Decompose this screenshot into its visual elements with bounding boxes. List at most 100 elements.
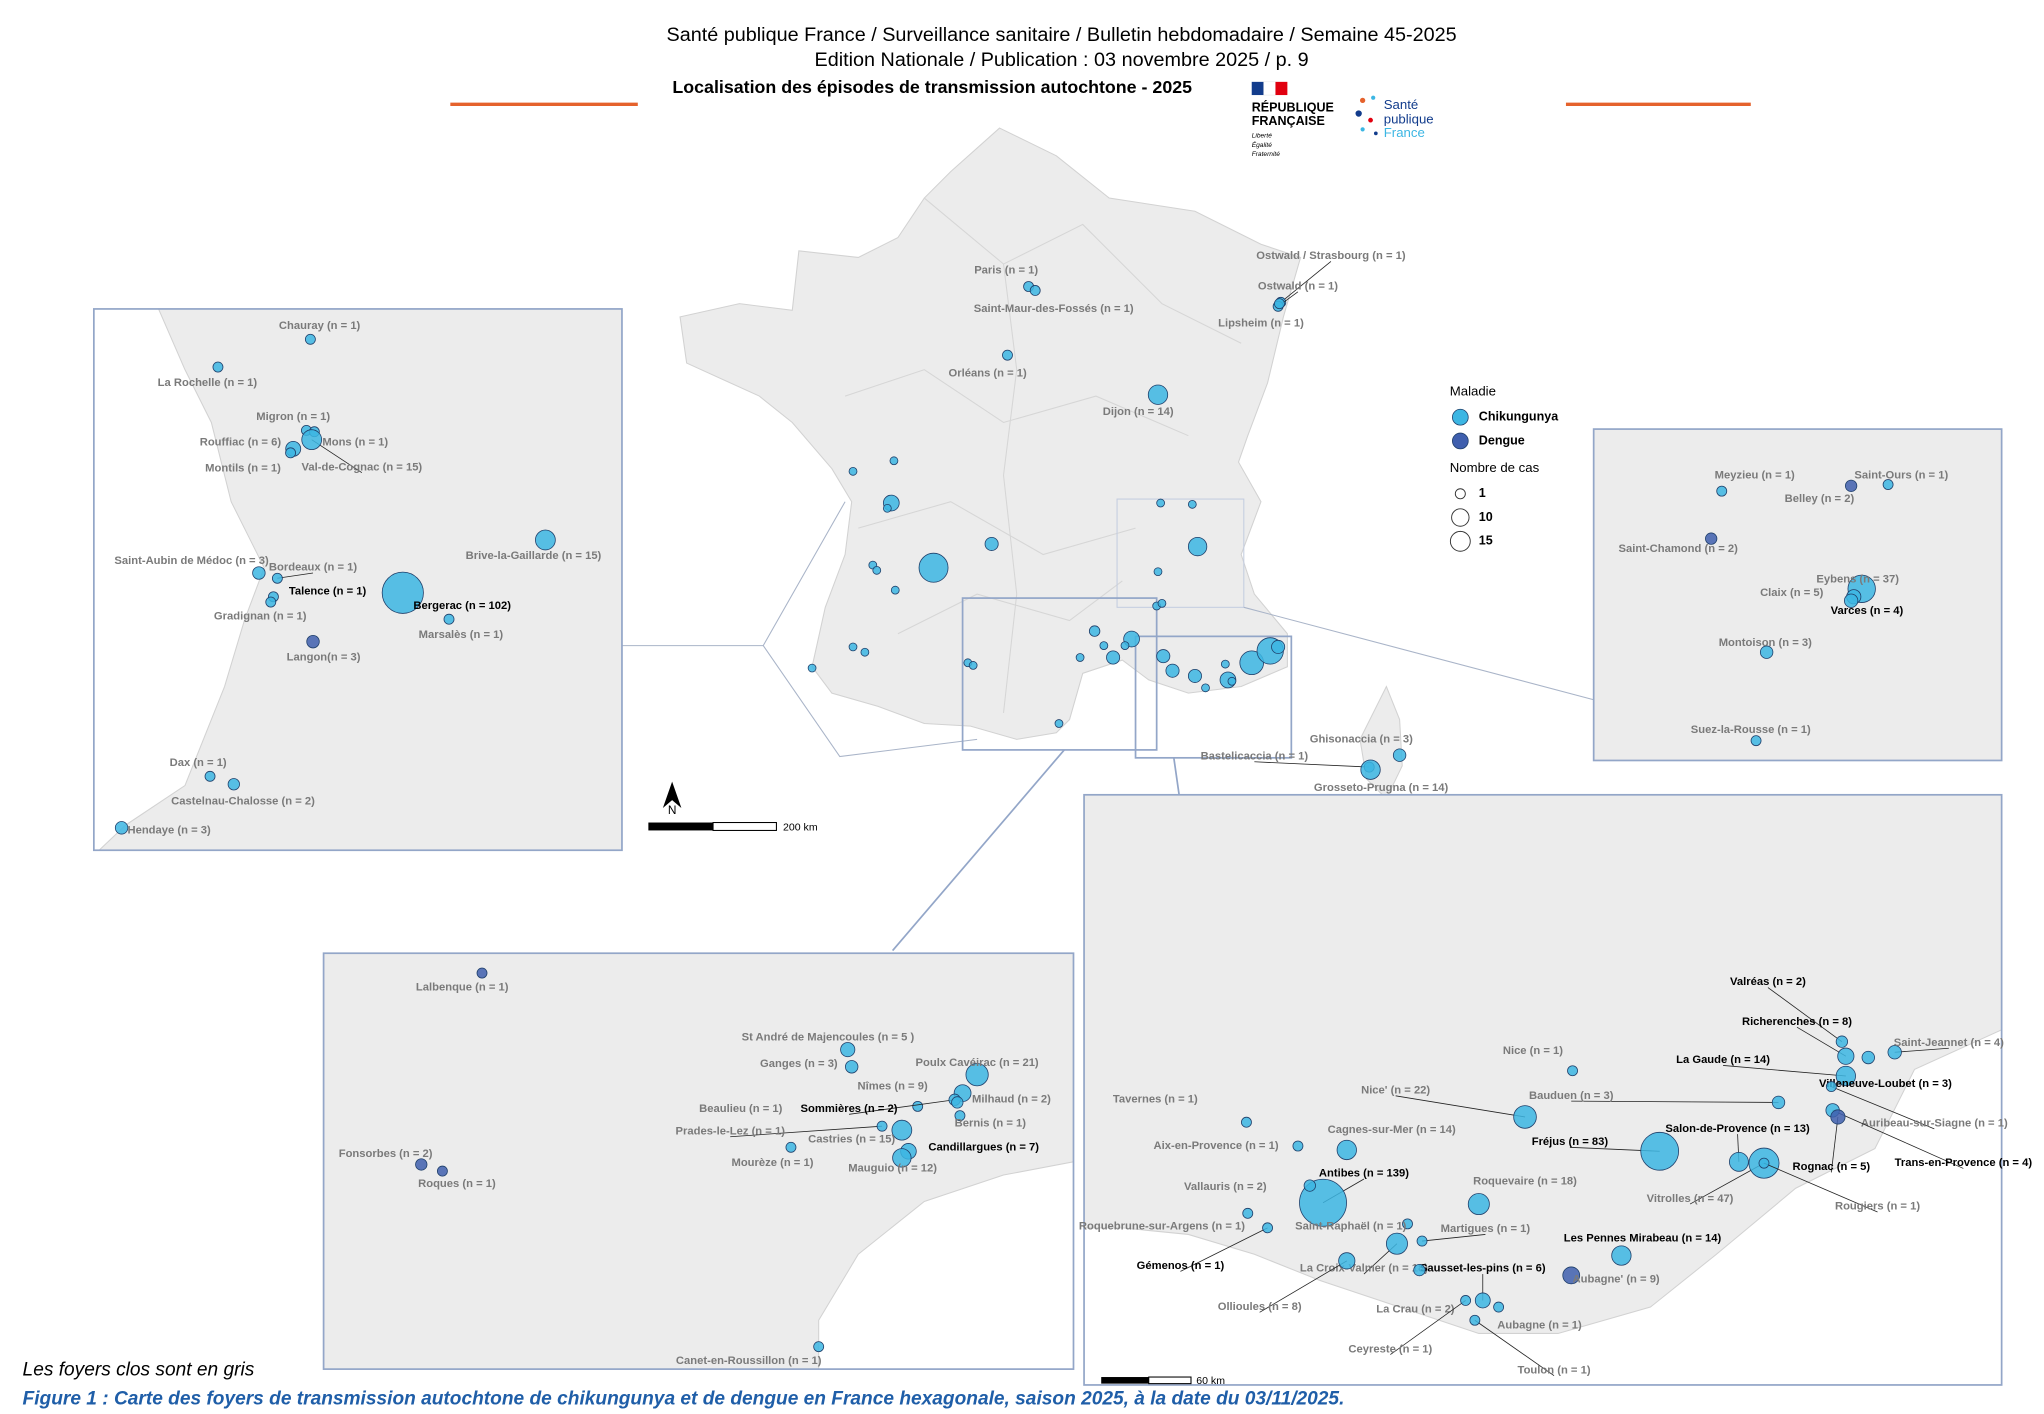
place-label: Rougiers (n = 1): [1835, 1201, 1920, 1213]
focus-point: [1242, 1207, 1254, 1219]
focus-point: [1303, 1179, 1316, 1192]
focus-point: [1274, 298, 1285, 310]
focus-point: [813, 1341, 825, 1353]
logo-motto: Égalité: [1252, 140, 1272, 149]
focus-point: [252, 566, 266, 580]
place-label: Valréas (n = 2): [1730, 976, 1806, 988]
logo-spf: Santé publique France: [1355, 95, 1434, 140]
overview-focus: [1153, 567, 1163, 577]
legend-size: [1451, 508, 1470, 527]
focus-point: [1338, 1252, 1356, 1270]
focus-point: [912, 1100, 924, 1112]
leader-line: [1763, 1162, 1878, 1213]
figure-caption: Figure 1 : Carte des foyers de transmiss…: [23, 1389, 1345, 1410]
overview-focus: [1157, 599, 1167, 608]
overview-focus: [848, 466, 858, 476]
place-label: Lipsheim (n = 1): [1218, 317, 1304, 329]
place-label: Villeneuve-Loubet (n = 3): [1819, 1078, 1952, 1090]
focus-point: [1416, 1235, 1428, 1247]
place-label: Nice (n = 1): [1503, 1045, 1563, 1057]
place-label: Castries (n = 15): [808, 1133, 895, 1145]
place-label: Antibes (n = 139): [1319, 1168, 1409, 1180]
focus-point: [1843, 593, 1859, 608]
place-label: Auribeau-sur-Siagne (n = 1): [1861, 1118, 2008, 1130]
place-label: Rognac (n = 5): [1793, 1161, 1871, 1173]
place-label: Canet-en-Roussillon (n = 1): [676, 1355, 822, 1367]
focus-point: [1759, 645, 1774, 659]
legend: Maladie Nombre de cas Chikungunya Dengue 1…: [1450, 384, 1559, 552]
logo-text: France: [1384, 125, 1425, 140]
place-label: Hendaye (n = 3): [127, 824, 210, 836]
focus-point: [951, 1096, 964, 1109]
focus-point: [443, 613, 455, 625]
place-label: Fréjus (n = 83): [1532, 1136, 1609, 1148]
overview-focus: [889, 456, 899, 466]
north-label: N: [668, 803, 677, 817]
place-label: Saint-Jeannet (n = 4): [1894, 1037, 2004, 1049]
focus-point: [840, 1042, 856, 1058]
leader-line: [1571, 1100, 1779, 1103]
place-label: Chauray (n = 1): [279, 320, 361, 332]
place-label: Eybens (n = 37): [1816, 574, 1899, 586]
place-label: Bastelicaccia (n = 1): [1201, 750, 1309, 762]
focus-point: [1493, 1301, 1505, 1313]
place-label: Marsalès (n = 1): [419, 629, 504, 641]
focus-point: [1640, 1131, 1680, 1171]
overview-focus: [1099, 641, 1109, 650]
overview-focus: [1106, 650, 1121, 665]
logo-republique: RÉPUBLIQUE FRANÇAISE Liberté Égalité Fra…: [1251, 81, 1334, 158]
leader-line: [1832, 1109, 1964, 1169]
place-label: Ganges (n = 3): [760, 1058, 838, 1070]
focus-point: [212, 361, 224, 373]
place-label: Orléans (n = 1): [949, 368, 1028, 380]
place-label: Mauguio (n = 12): [848, 1162, 937, 1174]
focus-point: [1147, 384, 1169, 405]
locator-frames: [891, 597, 1293, 952]
focus-point: [1716, 485, 1728, 497]
focus-point: [1513, 1105, 1537, 1129]
focus-point: [1241, 1116, 1252, 1128]
focus-point: [954, 1110, 966, 1122]
place-label: Bernis (n = 1): [955, 1118, 1027, 1130]
focus-point: [1385, 1232, 1408, 1255]
place-label: Ostwald / Strasbourg (n = 1): [1256, 250, 1406, 262]
place-label: Roques (n = 1): [418, 1178, 496, 1190]
overview-focus: [1227, 676, 1237, 686]
inset-left: [92, 308, 623, 852]
place-label: Bordeaux (n = 1): [269, 562, 357, 574]
place-label: St André de Majencoules (n = 5 ): [742, 1032, 915, 1044]
place-label: Ollioules (n = 8): [1218, 1301, 1302, 1313]
focus-point: [1825, 1081, 1837, 1092]
place-label: Langon(n = 3): [287, 651, 361, 663]
focus-point: [1392, 748, 1407, 762]
scale-label: 60 km: [1196, 1375, 1225, 1387]
leader-line: [1259, 1260, 1347, 1313]
logo-motto: Liberté: [1252, 133, 1272, 140]
focus-point: [1467, 1193, 1490, 1216]
inset-right-top: [1592, 428, 2003, 762]
overview-focus: [848, 642, 858, 652]
place-label: Cagnes-sur-Mer (n = 14): [1328, 1124, 1456, 1136]
overview-focus: [882, 503, 892, 513]
place-label: Trans-en-Provence (n = 4): [1895, 1157, 2033, 1169]
leader-line: [1390, 1300, 1466, 1355]
inset-connectors: [621, 498, 1594, 758]
place-label: Aubagne (n = 1): [1497, 1320, 1582, 1332]
overview-focus: [968, 661, 978, 670]
focus-point: [301, 429, 323, 450]
focus-point: [1262, 1222, 1273, 1234]
points: Ostwald / Strasbourg (n = 1) Ostwald (n =…: [114, 250, 2032, 1376]
place-label: Prades-le-Lez (n = 1): [676, 1125, 786, 1137]
legend-size-label: 15: [1479, 534, 1493, 548]
place-label: La Crau (n = 2): [1376, 1304, 1454, 1316]
focus-point: [785, 1141, 797, 1153]
leader-line: [848, 1099, 955, 1115]
place-label: La Croix-Valmer (n = 18): [1300, 1263, 1428, 1275]
focus-point: [1835, 1065, 1856, 1087]
place-label: Castelnau-Chalosse (n = 2): [171, 795, 315, 807]
overview-focus: [1054, 719, 1064, 728]
focus-point: [892, 1148, 912, 1168]
focus-point: [1861, 1050, 1875, 1065]
place-label: Saint-Chamond (n = 2): [1618, 543, 1738, 555]
